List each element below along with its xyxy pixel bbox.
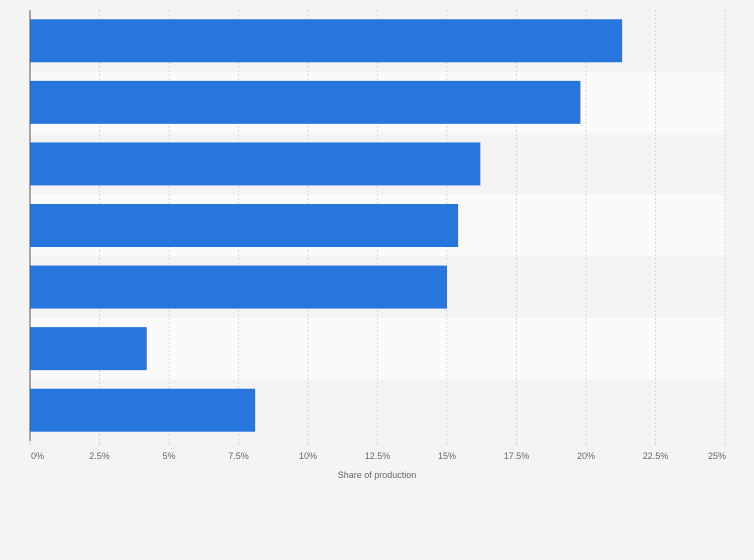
- x-tick-label: 10%: [299, 451, 317, 461]
- bar: [30, 204, 459, 247]
- bar: [30, 388, 256, 432]
- x-tick-label: 2.5%: [89, 451, 110, 461]
- bar: [30, 142, 481, 186]
- x-tick-label: 15%: [438, 451, 456, 461]
- x-axis-label: Share of production: [338, 470, 417, 480]
- x-tick-label: 12.5%: [365, 451, 391, 461]
- bar: [30, 19, 623, 63]
- bar: [30, 80, 581, 124]
- x-tick-label: 17.5%: [504, 451, 530, 461]
- x-tick-label: 7.5%: [228, 451, 249, 461]
- x-tick-label: 5%: [162, 451, 175, 461]
- x-tick-label: 22.5%: [643, 451, 669, 461]
- bar: [30, 265, 447, 309]
- bar: [30, 327, 147, 371]
- bars: [30, 19, 623, 432]
- x-tick-label: 25%: [708, 451, 726, 461]
- x-tick-label: 0%: [31, 451, 44, 461]
- x-tick-labels: 0% 2.5% 5% 7.5% 10% 12.5% 15% 17.5% 20% 22.5% 25%: [29, 441, 726, 461]
- x-tick-label: 20%: [577, 451, 595, 461]
